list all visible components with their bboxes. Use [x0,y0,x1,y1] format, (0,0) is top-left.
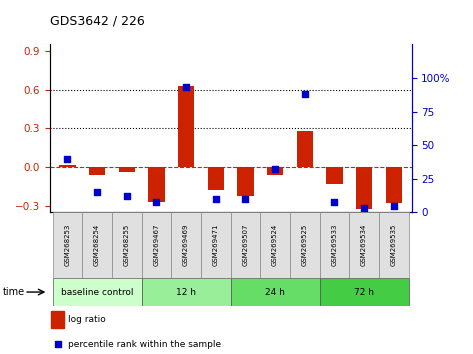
Bar [356,167,372,209]
Point [54,342,61,347]
Text: GSM269524: GSM269524 [272,224,278,266]
Text: GSM269534: GSM269534 [361,224,367,266]
Point [93,189,101,195]
Point [331,199,338,205]
Point [182,85,190,90]
Text: 72 h: 72 h [354,287,374,297]
Text: GSM268253: GSM268253 [64,224,70,266]
Point [301,91,308,97]
Text: GSM268255: GSM268255 [124,224,130,266]
Bar [89,167,105,175]
Point [390,203,397,209]
Bar [171,212,201,278]
Bar [52,311,64,328]
Bar [178,86,194,167]
Bar [320,212,349,278]
Bar [59,165,76,167]
Bar [326,167,342,184]
Point [123,193,131,199]
Bar [231,278,320,306]
Bar [260,212,290,278]
Bar [112,212,141,278]
Text: GSM269471: GSM269471 [213,224,219,267]
Text: percentile rank within the sample: percentile rank within the sample [68,340,221,349]
Bar [349,212,379,278]
Bar [141,278,231,306]
Text: GSM269507: GSM269507 [243,224,248,267]
Text: GSM269533: GSM269533 [332,224,337,267]
Text: 12 h: 12 h [176,287,196,297]
Bar [320,278,409,306]
Text: GSM268254: GSM268254 [94,224,100,266]
Text: log ratio: log ratio [68,315,105,324]
Bar [385,167,402,203]
Text: GSM269467: GSM269467 [153,224,159,267]
Bar [82,212,112,278]
Text: GSM269469: GSM269469 [183,224,189,267]
Bar [231,212,260,278]
Bar [267,167,283,175]
Point [212,196,219,202]
Text: GDS3642 / 226: GDS3642 / 226 [50,14,144,27]
Bar [208,167,224,190]
Text: time: time [2,287,25,297]
Point [153,199,160,205]
Bar [379,212,409,278]
Bar [148,167,165,202]
Bar [53,278,141,306]
Text: GSM269525: GSM269525 [302,224,308,266]
Point [360,206,368,211]
Bar [53,212,82,278]
Bar [290,212,320,278]
Text: baseline control: baseline control [61,287,133,297]
Point [242,196,249,202]
Point [64,156,71,161]
Bar [297,131,313,167]
Bar [119,167,135,172]
Text: 24 h: 24 h [265,287,285,297]
Bar [201,212,231,278]
Bar [141,212,171,278]
Point [272,166,279,172]
Text: GSM269535: GSM269535 [391,224,397,266]
Bar [237,167,254,195]
